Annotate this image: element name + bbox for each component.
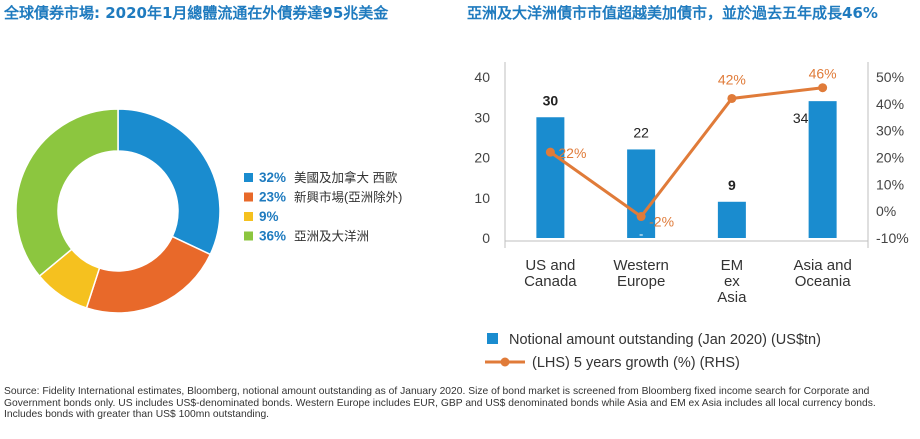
right-tick-label: 0% — [876, 203, 896, 219]
growth-line — [549, 86, 823, 219]
legend-line-marker — [500, 357, 510, 367]
legend-swatch — [244, 212, 253, 221]
bar — [717, 201, 746, 238]
right-tick-label: 50% — [876, 69, 904, 85]
bar — [536, 117, 565, 238]
category-label: Asia and — [793, 257, 851, 274]
legend-line-label: (LHS) 5 years growth (%) (RHS) — [532, 355, 740, 371]
bar-value-label: 34 — [793, 110, 809, 126]
growth-label: 46% — [809, 66, 837, 82]
category-label: US and — [525, 257, 575, 274]
bar-chart-title: 亞洲及大洋洲債市市值超越美加債市，並於過去五年成長46% — [467, 4, 878, 22]
legend-bar-label: Notional amount outstanding (Jan 2020) (… — [509, 332, 821, 348]
growth-label: 22% — [558, 145, 586, 161]
right-tick-label: 10% — [876, 176, 904, 192]
right-tick-label: -10% — [876, 230, 909, 246]
donut-chart-title: 全球債券市場: 2020年1月總體流通在外債券達95兆美金 — [4, 4, 389, 22]
legend-bar-swatch — [487, 333, 498, 344]
left-tick-label: 20 — [474, 150, 490, 166]
growth-point — [818, 83, 828, 93]
left-tick-label: 0 — [482, 230, 490, 246]
donut-slice — [117, 108, 221, 256]
growth-label: -2% — [649, 214, 674, 230]
category-label: ex — [724, 273, 740, 290]
left-tick-label: 40 — [474, 69, 490, 85]
donut-slice — [15, 108, 119, 278]
category-label: Canada — [524, 273, 577, 290]
legend-label: 新興市場(亞洲除外) — [294, 190, 402, 205]
bar-value-label: 9 — [728, 177, 736, 193]
legend-label: 亞洲及大洋洲 — [294, 229, 369, 244]
legend-percent: 32% — [259, 170, 286, 185]
growth-label: 42% — [718, 71, 746, 87]
bar-value-label: 22 — [633, 124, 649, 140]
legend-percent: 9% — [259, 209, 279, 224]
category-label: Asia — [717, 289, 747, 306]
legend-swatch — [244, 231, 253, 241]
left-tick-label: 10 — [474, 190, 490, 206]
legend-percent: 23% — [259, 190, 286, 205]
left-tick-label: 30 — [474, 109, 490, 125]
right-tick-label: 20% — [876, 150, 904, 166]
bar — [627, 149, 656, 238]
growth-point — [545, 147, 555, 157]
donut-chart: 32% 美國及加拿大 西歐 23% 新興市場(亞洲除外) 9% 36% 亞洲及大洋洲 — [15, 108, 402, 314]
legend-percent: 36% — [259, 229, 286, 244]
source-note: Source: Fidelity International estimates… — [4, 386, 876, 420]
growth-point — [727, 93, 737, 103]
bar-line-chart: 0 10 20 30 40 -10% 0% 10% 20% 30% 40% 50% 30 22 9 34 - 22… — [474, 62, 909, 371]
category-label: Europe — [617, 273, 665, 290]
bar-inner-label: - — [639, 227, 643, 242]
growth-point — [636, 212, 646, 222]
category-label: Western — [613, 257, 669, 274]
bar-value-label: 30 — [543, 92, 559, 108]
legend-label: 美國及加拿大 西歐 — [294, 170, 398, 185]
legend-swatch — [244, 173, 253, 182]
category-label: Oceania — [795, 273, 852, 290]
legend-swatch — [244, 192, 253, 202]
bar — [808, 101, 837, 239]
right-tick-label: 30% — [876, 123, 904, 139]
right-tick-label: 40% — [876, 96, 904, 112]
category-label: EM — [721, 257, 744, 274]
